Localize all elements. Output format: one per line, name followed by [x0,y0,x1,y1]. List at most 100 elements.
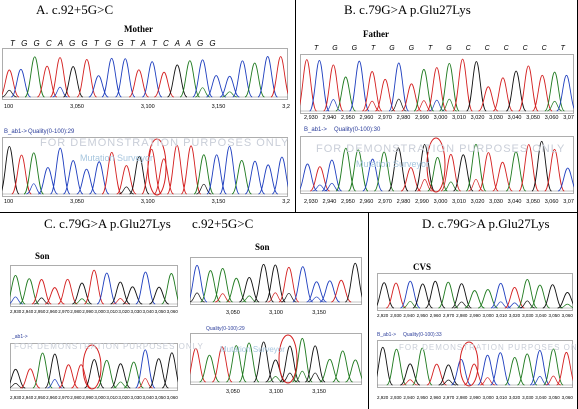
trace-minor-peak-T [402,379,418,386]
trace-peak-G [161,352,178,389]
trace-frame [2,48,288,100]
axis-tick-label: 3,030 [522,313,534,318]
trace-peak-T [58,364,79,389]
panel-c-quality: Quality(0-100):29 [206,326,245,332]
trace-peak-T [401,83,422,112]
trace-minor-peak-G [281,292,297,303]
trace-peak-G [2,146,20,195]
trace-peak-T [426,363,447,386]
trace-peak-G [505,70,527,112]
trace-frame [2,137,288,197]
trace-peak-C [309,59,330,112]
panel-a-lower-trace [2,137,288,197]
trace-peak-C [76,168,97,195]
trace-peak-T [190,347,207,383]
axis-tick-label: 3,040 [535,313,547,318]
axis-tick-label: 3,07 [563,199,574,205]
trace-minor-peak-C [532,376,548,386]
axis-tick-label: 2,920 [377,395,389,400]
axis-tick-label: 3,010 [495,313,507,318]
trace-peak-A [386,348,407,386]
trace-minor-peak-A [74,298,90,305]
trace-peak-T [270,56,288,98]
axis-tick-label: 3,050 [154,309,166,314]
trace-minor-peak-T [267,292,284,303]
trace-peak-T [532,74,553,112]
trace-peak-C [135,349,156,389]
trace-peak-A [179,60,201,98]
axis-tick-label: 3,010 [106,309,118,314]
panel-d-lower-trace [377,340,573,388]
panel-c-right-upper-trace [190,257,362,305]
trace-peak-T [544,148,565,192]
trace-peak-C [88,161,110,195]
trace-minor-peak-G [307,372,323,383]
trace-peak-C [400,280,421,309]
axis-tick-label: 2,980 [396,199,411,205]
axis-tick-label: 2,960 [429,395,442,400]
mutation-highlight-ellipse [147,138,167,196]
trace-peak-C [96,272,117,305]
trace-peak-C [219,75,240,98]
trace-minor-peak-G [391,98,407,112]
axis-tick-label: 3,040 [142,395,154,400]
trace-peak-A [23,152,44,195]
trace-peak-C [451,359,472,386]
trace-peak-G [412,283,433,309]
trace-minor-peak-T [214,293,231,303]
trace-peak-A [347,149,369,192]
trace-peak-T [452,58,473,112]
trace-peak-C [244,160,266,195]
trace-peak-C [206,154,227,195]
axis-tick-label: 2,920 [377,313,389,318]
trace-peak-T [323,64,344,112]
trace-peak-G [239,277,260,303]
trace-minor-peak-C [324,182,340,192]
trace-peak-C [319,280,340,303]
axis-tick-label: 3,060 [561,313,573,318]
axis-tick-label: 2,950 [341,199,355,205]
panel-d-label: D. c.79G>A p.Glu27Lys [422,216,550,231]
axis-tick-label: 3,000 [94,309,106,314]
trace-peak-T [309,166,330,192]
trace-peak-G [10,368,26,389]
trace-peak-T [478,86,499,112]
panel-c: C. c.79G>A p.Glu27Lys c.92+5G>C Son Son … [0,213,368,409]
axis-tick-label: 2,950 [416,313,428,318]
trace-peak-C [135,271,156,305]
axis-tick-label: 3,100 [269,310,283,316]
axis-tick-label: 2,930 [390,395,402,400]
trace-peak-A [291,337,313,383]
panel-c-left-lower-trace [10,343,178,391]
axis-tick-label: 3,150 [211,104,226,110]
trace-peak-T [2,69,20,98]
axis-tick-label: 3,040 [507,199,522,205]
axis-tick-label: 3,050 [70,104,84,110]
axis-tick-label: 3,100 [269,389,283,395]
axis-tick-label: 3,030 [130,309,142,314]
trace-peak-A [464,290,485,309]
axis-tick-label: 3,050 [548,313,560,318]
trace-peak-A [319,358,340,383]
trace-peak-G [253,341,274,383]
trace-peak-C [50,147,71,195]
trace-minor-peak-G [34,297,50,305]
axis-tick-label: 3,030 [489,115,503,121]
trace-peak-A [517,279,538,309]
trace-peak-T [71,364,91,389]
trace-peak-G [72,282,92,305]
trace-minor-peak-G [454,301,470,309]
axis-tick-label: 2,990 [82,309,94,314]
panel-c-label: C. c.79G>A p.Glu27Lys [44,216,171,231]
divider-vertical-bottom [368,212,369,409]
trace-peak-T [116,165,137,195]
trace-peak-T [36,65,58,98]
axis-tick-label: 2,950 [34,309,46,314]
axis-tick-label: 3,2 [282,199,290,205]
trace-peak-A [439,63,460,112]
axis-tick-label: 3,020 [508,395,521,400]
trace-peak-G [531,140,552,192]
panel-d-title: CVS [413,262,432,272]
trace-peak-G [264,264,286,303]
trace-peak-G [110,363,131,389]
